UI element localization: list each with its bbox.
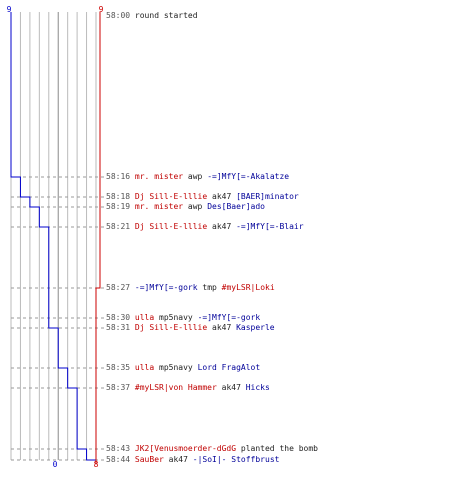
red-start-count: 9 — [99, 5, 104, 14]
event-victim: -=]MfY[=-gork — [197, 313, 261, 322]
event-victim: Kasperle — [236, 323, 275, 332]
blue-start-count: 9 — [7, 5, 12, 14]
event-time: 58:37 — [106, 383, 131, 392]
event-actor: Dj Sill-E-lllie — [134, 192, 208, 201]
event-action: awp — [187, 172, 203, 181]
event-actor: #myLSR|von Hammer — [134, 383, 217, 392]
event-time: 58:21 — [106, 222, 131, 231]
event-action: mp5navy — [159, 363, 193, 372]
event-time: 58:27 — [106, 283, 131, 292]
event-action: planted the bomb — [240, 444, 318, 453]
event-action: ak47 — [212, 192, 232, 201]
event-row: 58:31 Dj Sill-E-lllie ak47 Kasperle — [106, 323, 275, 333]
red-end-count: 8 — [94, 460, 99, 469]
event-action: ak47 — [168, 455, 188, 464]
event-actor: Dj Sill-E-lllie — [134, 222, 208, 231]
event-row: 58:00 round started — [106, 11, 198, 21]
event-victim: Hicks — [245, 383, 270, 392]
event-row: 58:43 JK2[Venusmoerder-dGdG planted the … — [106, 444, 318, 454]
event-actor: SauBer — [134, 455, 164, 464]
event-row: 58:27 -=]MfY[=-gork tmp #myLSR|Loki — [106, 283, 275, 293]
event-row: 58:19 mr. mister awp Des[Baer]ado — [106, 202, 265, 212]
event-action: mp5navy — [159, 313, 193, 322]
event-row: 58:21 Dj Sill-E-lllie ak47 -=]MfY[=-Blai… — [106, 222, 304, 232]
event-row: 58:44 SauBer ak47 -|SoI|- Stoffbrust — [106, 455, 279, 465]
event-time: 58:43 — [106, 444, 131, 453]
event-actor: mr. mister — [134, 172, 184, 181]
event-victim: Lord FragAlot — [197, 363, 261, 372]
event-actor: ulla — [134, 363, 155, 372]
event-victim: -|SoI|- Stoffbrust — [192, 455, 280, 464]
event-row: 58:18 Dj Sill-E-lllie ak47 [BAER]minator — [106, 192, 299, 202]
event-action: awp — [187, 202, 203, 211]
event-time: 58:30 — [106, 313, 131, 322]
event-row: 58:30 ulla mp5navy -=]MfY[=-gork — [106, 313, 260, 323]
event-victim: -=]MfY[=-Blair — [236, 222, 304, 231]
event-action: round started — [134, 11, 198, 20]
event-victim: #myLSR|Loki — [221, 283, 275, 292]
event-time: 58:00 — [106, 11, 131, 20]
event-time: 58:44 — [106, 455, 131, 464]
event-actor: Dj Sill-E-lllie — [134, 323, 208, 332]
event-row: 58:35 ulla mp5navy Lord FragAlot — [106, 363, 260, 373]
event-actor: mr. mister — [134, 202, 184, 211]
event-actor: JK2[Venusmoerder-dGdG — [134, 444, 237, 453]
event-time: 58:31 — [106, 323, 131, 332]
event-action: ak47 — [212, 222, 232, 231]
event-actor: -=]MfY[=-gork — [134, 283, 198, 292]
event-actor: ulla — [134, 313, 155, 322]
event-action: tmp — [202, 283, 217, 292]
event-time: 58:35 — [106, 363, 131, 372]
event-row: 58:16 mr. mister awp -=]MfY[=-Akalatze — [106, 172, 289, 182]
event-time: 58:19 — [106, 202, 131, 211]
event-time: 58:18 — [106, 192, 131, 201]
event-action: ak47 — [212, 323, 232, 332]
event-victim: Des[Baer]ado — [207, 202, 265, 211]
event-time: 58:16 — [106, 172, 131, 181]
event-victim: -=]MfY[=-Akalatze — [207, 172, 290, 181]
event-row: 58:37 #myLSR|von Hammer ak47 Hicks — [106, 383, 270, 393]
blue-end-count: 0 — [53, 460, 58, 469]
event-action: ak47 — [221, 383, 241, 392]
event-victim: [BAER]minator — [236, 192, 299, 201]
red-team-line — [95, 12, 101, 464]
blue-team-line — [10, 12, 97, 464]
